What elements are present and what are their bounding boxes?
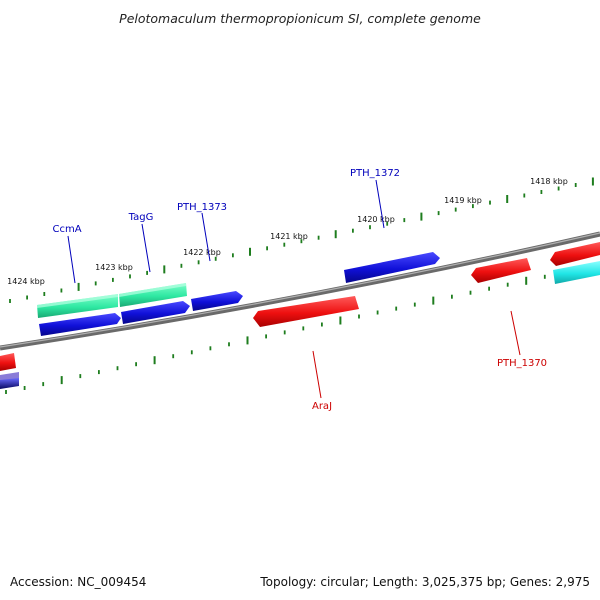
gene-label-ccma[interactable]: CcmA — [52, 224, 81, 235]
kbp-label-1423: 1423 kbp — [95, 263, 133, 272]
connector-tagg — [141, 223, 151, 273]
genome-backbone-highlight — [0, 232, 600, 348]
rna-gene-tagg[interactable] — [119, 283, 187, 307]
kbp-label-1418: 1418 kbp — [530, 177, 568, 186]
reverse-gene-left-edge[interactable] — [0, 353, 16, 371]
rna-gene-ccma[interactable] — [37, 294, 118, 318]
reverse-gene-pth-1370[interactable] — [471, 258, 531, 283]
map-title: Pelotomaculum thermopropionicum SI, comp… — [119, 11, 481, 26]
connector-pth-1372 — [375, 179, 385, 229]
gene-label-tagg[interactable]: TagG — [128, 212, 154, 223]
kbp-label-1424: 1424 kbp — [7, 277, 45, 286]
kbp-label-1421: 1421 kbp — [270, 232, 308, 241]
connector-ccma — [67, 235, 76, 284]
gene-label-araj[interactable]: AraJ — [312, 401, 332, 412]
cyan-gene[interactable] — [553, 261, 600, 284]
gene-label-pth-1372[interactable]: PTH_1372 — [350, 168, 400, 179]
reverse-gene-araj[interactable] — [253, 296, 359, 327]
kbp-label-1420: 1420 kbp — [357, 215, 395, 224]
accession-text: Accession: NC_009454 — [10, 575, 146, 589]
kbp-label-1419: 1419 kbp — [444, 196, 482, 205]
gene-label-pth-1373[interactable]: PTH_1373 — [177, 202, 227, 213]
gene-label-pth-1370[interactable]: PTH_1370 — [497, 358, 547, 369]
forward-gene-tagg[interactable] — [121, 301, 190, 324]
gene-labels: CcmA TagG PTH_1373 PTH_1372 AraJ PTH_137… — [52, 168, 547, 412]
connector-pth-1373 — [201, 212, 211, 262]
reverse-gene-right-edge[interactable] — [550, 242, 600, 266]
forward-gene-pth-1373[interactable] — [191, 291, 243, 311]
connector-pth-1370 — [510, 310, 521, 356]
genome-backbone — [0, 231, 600, 351]
forward-gene-pth-1372[interactable] — [344, 252, 440, 283]
label-connectors — [67, 179, 521, 399]
connector-araj — [312, 350, 322, 399]
other-gene-left-edge[interactable] — [0, 372, 19, 389]
ruler-ticks — [5, 177, 594, 394]
kbp-labels: 1424 kbp 1423 kbp 1422 kbp 1421 kbp 1420… — [7, 177, 568, 286]
genome-summary-text: Topology: circular; Length: 3,025,375 bp… — [259, 575, 590, 589]
kbp-label-1422: 1422 kbp — [183, 248, 221, 257]
forward-gene-ccma[interactable] — [39, 313, 121, 336]
